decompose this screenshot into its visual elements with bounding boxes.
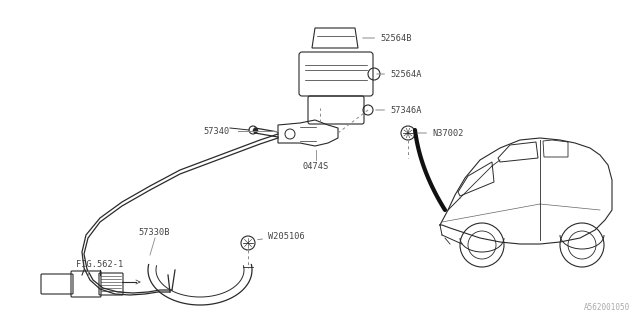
Text: A562001050: A562001050 [584,303,630,312]
Text: 57340: 57340 [204,126,230,135]
Text: W205106: W205106 [258,231,305,241]
Text: 0474S: 0474S [303,162,329,171]
Text: FIG.562-1: FIG.562-1 [76,260,124,269]
Text: 52564B: 52564B [363,34,412,43]
Text: 52564A: 52564A [377,69,422,78]
Text: 57330B: 57330B [138,228,170,236]
Text: N37002: N37002 [418,129,463,138]
Text: 57346A: 57346A [376,106,422,115]
